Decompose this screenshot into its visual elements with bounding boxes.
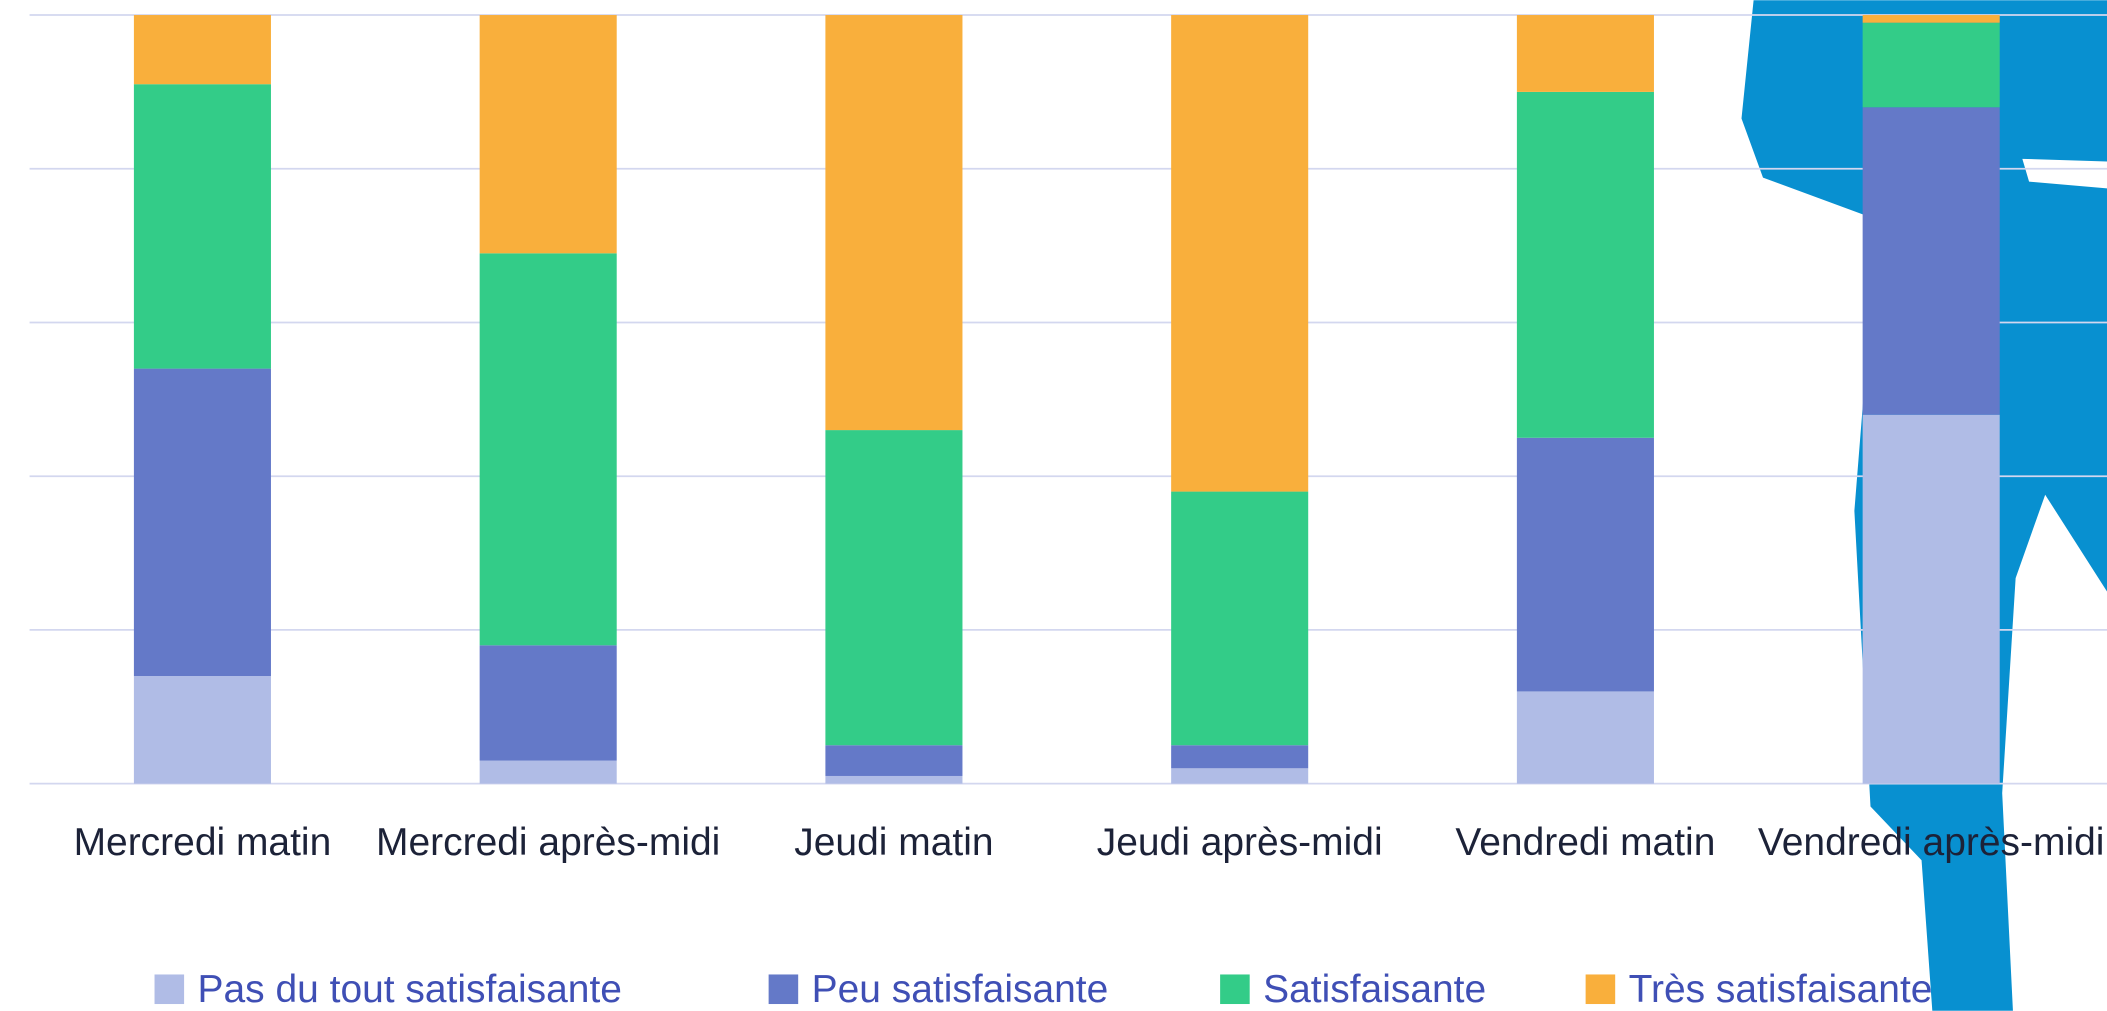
- x-tick-label-box: Jeudi matin: [794, 821, 994, 865]
- x-tick-label: Mercredi après-midi: [376, 821, 721, 865]
- bar-segment: [1862, 22, 2000, 108]
- bar-segment: [479, 253, 617, 646]
- bar-segment: [1862, 15, 2000, 23]
- x-tick-label: Jeudi après-midi: [1096, 821, 1383, 865]
- bar-segment: [133, 676, 271, 784]
- bar-segment: [479, 760, 617, 784]
- x-tick-label-box: Mercredi après-midi: [376, 821, 721, 865]
- bar-segment: [1171, 768, 1309, 784]
- x-tick-label: Vendredi matin: [1455, 821, 1716, 865]
- bar-segment: [133, 84, 271, 369]
- legend-swatch: [768, 974, 799, 1005]
- bar-segment: [1516, 691, 1654, 784]
- bar-segment: [479, 645, 617, 761]
- x-tick-label-box: Vendredi après-midi: [1757, 821, 2105, 865]
- bar-segment: [825, 15, 963, 431]
- bar-segment: [1516, 91, 1654, 438]
- legend-label: Peu satisfaisante: [812, 968, 1109, 1011]
- legend-label: Satisfaisante: [1263, 968, 1486, 1011]
- bar-segment: [1862, 107, 2000, 415]
- x-tick-label-box: Jeudi après-midi: [1096, 821, 1383, 865]
- legend-label: Très satisfaisante: [1629, 968, 1933, 1011]
- bar-segment: [133, 15, 271, 85]
- bar-segment: [825, 775, 963, 784]
- bar-segment: [825, 745, 963, 776]
- x-tick-label: Jeudi matin: [794, 821, 994, 865]
- bar-segment: [133, 368, 271, 677]
- legend-swatch: [1585, 974, 1616, 1005]
- bar-segment: [1171, 491, 1309, 746]
- bar-segment: [1516, 15, 1654, 92]
- bar-segment: [825, 430, 963, 746]
- x-tick-label: Vendredi après-midi: [1757, 821, 2105, 865]
- bar-segment: [479, 15, 617, 254]
- x-tick-label-box: Vendredi matin: [1455, 821, 1716, 865]
- bar-segment: [1171, 745, 1309, 769]
- legend-label: Pas du tout satisfaisante: [198, 968, 622, 1011]
- legend-swatch: [1220, 974, 1250, 1005]
- bar-segment: [1171, 15, 1309, 492]
- legend-swatch: [154, 974, 185, 1005]
- bar-segment: [1862, 414, 2000, 784]
- x-tick-label: Mercredi matin: [73, 821, 332, 865]
- x-tick-label-box: Mercredi matin: [73, 821, 332, 865]
- bar-segment: [1516, 437, 1654, 692]
